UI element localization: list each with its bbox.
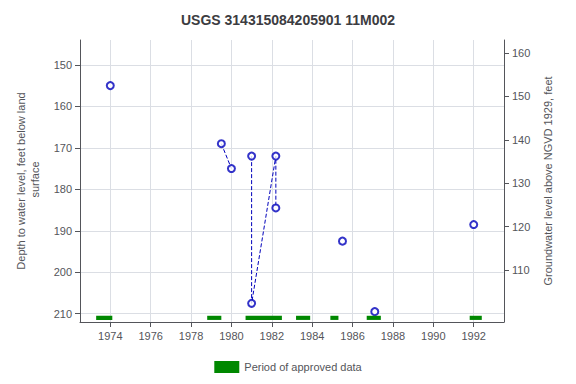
svg-text:Period of approved data: Period of approved data	[244, 361, 362, 373]
svg-text:1986: 1986	[340, 330, 364, 342]
svg-text:120: 120	[512, 221, 530, 233]
svg-text:1990: 1990	[421, 330, 445, 342]
svg-text:1980: 1980	[219, 330, 243, 342]
svg-text:1992: 1992	[461, 330, 485, 342]
svg-text:110: 110	[512, 264, 530, 276]
svg-text:160: 160	[512, 47, 530, 59]
svg-text:210: 210	[54, 308, 72, 320]
svg-text:1978: 1978	[179, 330, 203, 342]
svg-text:1982: 1982	[260, 330, 284, 342]
svg-text:Depth to water level, feet bel: Depth to water level, feet below land	[15, 92, 27, 269]
svg-text:surface: surface	[29, 161, 41, 200]
svg-text:1988: 1988	[381, 330, 405, 342]
svg-text:1976: 1976	[138, 330, 162, 342]
svg-text:1984: 1984	[300, 330, 324, 342]
svg-text:160: 160	[54, 100, 72, 112]
svg-text:180: 180	[54, 183, 72, 195]
svg-text:150: 150	[54, 59, 72, 71]
svg-text:Groundwater level above NGVD 1: Groundwater level above NGVD 1929, feet	[542, 76, 554, 285]
svg-text:150: 150	[512, 90, 530, 102]
svg-text:190: 190	[54, 225, 72, 237]
svg-text:USGS 314315084205901 11M002: USGS 314315084205901 11M002	[181, 12, 395, 28]
svg-text:130: 130	[512, 177, 530, 189]
svg-text:1974: 1974	[98, 330, 122, 342]
svg-text:170: 170	[54, 142, 72, 154]
svg-text:140: 140	[512, 134, 530, 146]
svg-text:200: 200	[54, 266, 72, 278]
